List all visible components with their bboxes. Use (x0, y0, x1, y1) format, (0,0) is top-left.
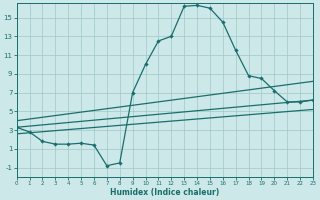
X-axis label: Humidex (Indice chaleur): Humidex (Indice chaleur) (110, 188, 220, 197)
